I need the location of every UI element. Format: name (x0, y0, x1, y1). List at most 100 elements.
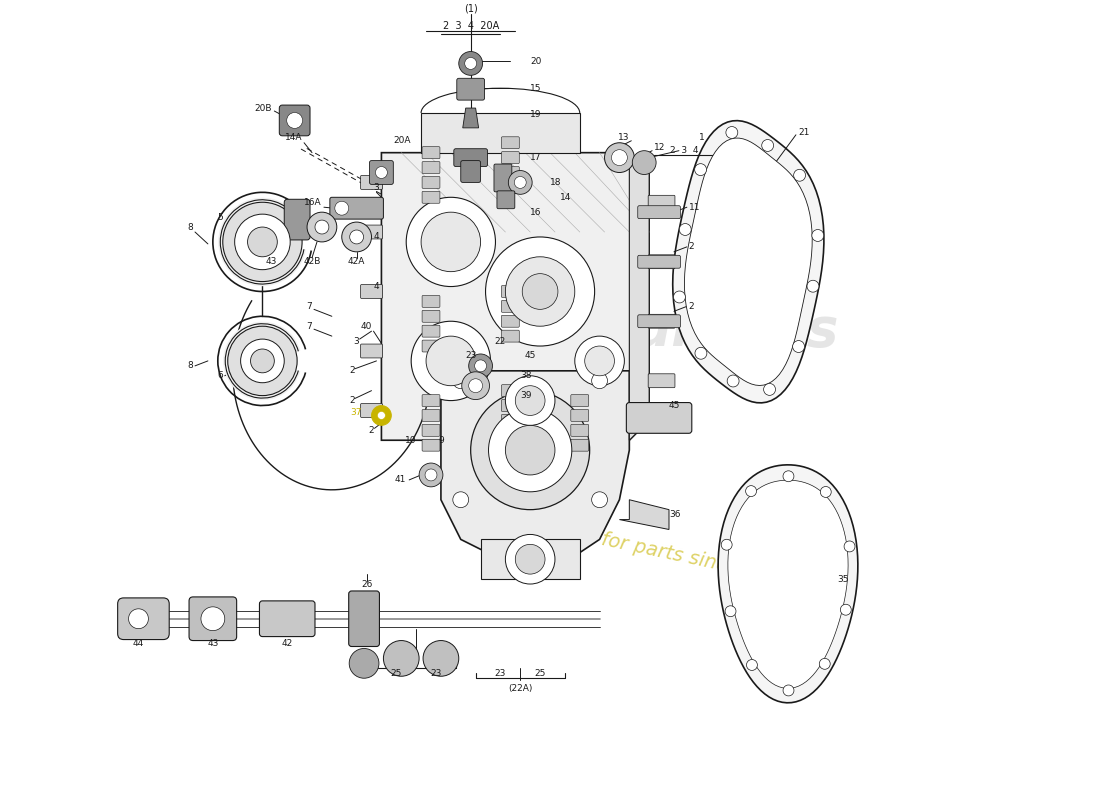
Text: 3: 3 (354, 337, 360, 346)
Circle shape (508, 170, 532, 194)
FancyBboxPatch shape (422, 340, 440, 352)
Text: 9: 9 (438, 436, 443, 445)
Circle shape (248, 227, 277, 257)
Polygon shape (718, 465, 858, 702)
Circle shape (384, 641, 419, 676)
Circle shape (515, 544, 544, 574)
Circle shape (223, 202, 302, 282)
Circle shape (505, 534, 556, 584)
Circle shape (812, 230, 824, 242)
FancyBboxPatch shape (279, 105, 310, 136)
FancyBboxPatch shape (422, 177, 440, 188)
Circle shape (453, 492, 469, 508)
Circle shape (426, 336, 475, 386)
Text: 7: 7 (306, 302, 312, 311)
Circle shape (722, 539, 733, 550)
FancyBboxPatch shape (502, 385, 519, 397)
FancyBboxPatch shape (571, 394, 588, 406)
FancyBboxPatch shape (502, 166, 519, 178)
Circle shape (334, 202, 349, 215)
Text: 6: 6 (217, 371, 223, 380)
FancyBboxPatch shape (422, 310, 440, 322)
Circle shape (726, 126, 738, 138)
Polygon shape (629, 153, 649, 440)
Circle shape (605, 142, 635, 173)
Circle shape (515, 177, 526, 188)
Circle shape (459, 51, 483, 75)
FancyBboxPatch shape (571, 424, 588, 436)
Circle shape (844, 541, 855, 552)
Circle shape (474, 360, 486, 372)
Text: 23: 23 (430, 669, 442, 678)
Text: 2  3  4  20A: 2 3 4 20A (442, 21, 498, 30)
Circle shape (727, 375, 739, 387)
FancyBboxPatch shape (284, 199, 310, 240)
Circle shape (485, 237, 595, 346)
Circle shape (425, 469, 437, 481)
FancyBboxPatch shape (422, 295, 440, 307)
Circle shape (575, 336, 625, 386)
Polygon shape (382, 153, 649, 440)
FancyBboxPatch shape (349, 591, 379, 646)
Circle shape (462, 372, 490, 399)
FancyBboxPatch shape (648, 314, 675, 328)
Polygon shape (421, 113, 580, 153)
FancyBboxPatch shape (422, 146, 440, 158)
Text: 4: 4 (374, 282, 379, 291)
FancyBboxPatch shape (422, 162, 440, 174)
Circle shape (680, 223, 691, 235)
Text: 37: 37 (350, 408, 362, 417)
Circle shape (632, 150, 656, 174)
Circle shape (725, 606, 736, 617)
Text: 2: 2 (689, 302, 694, 311)
FancyBboxPatch shape (502, 330, 519, 342)
Circle shape (411, 322, 491, 401)
Circle shape (453, 373, 469, 389)
Text: 2: 2 (689, 242, 694, 251)
Text: 16: 16 (530, 208, 541, 217)
FancyBboxPatch shape (118, 598, 169, 639)
FancyBboxPatch shape (189, 597, 236, 641)
Circle shape (783, 685, 794, 696)
FancyBboxPatch shape (502, 182, 519, 194)
Circle shape (746, 486, 757, 497)
Circle shape (251, 349, 274, 373)
Text: 18: 18 (550, 178, 561, 187)
FancyBboxPatch shape (361, 344, 383, 358)
FancyBboxPatch shape (648, 374, 675, 388)
Circle shape (783, 471, 794, 482)
Text: 13: 13 (618, 134, 629, 142)
Text: 2: 2 (349, 396, 354, 405)
Circle shape (372, 406, 392, 426)
Text: (1): (1) (464, 4, 477, 14)
Text: 17: 17 (530, 153, 541, 162)
Text: 12: 12 (654, 143, 666, 152)
Text: 25: 25 (535, 669, 546, 678)
FancyBboxPatch shape (422, 439, 440, 451)
Circle shape (747, 659, 758, 670)
FancyBboxPatch shape (502, 414, 519, 426)
Text: 43: 43 (207, 639, 219, 648)
Circle shape (505, 426, 556, 475)
Text: 42A: 42A (348, 258, 365, 266)
Circle shape (342, 222, 372, 252)
FancyBboxPatch shape (502, 430, 519, 442)
Circle shape (612, 150, 627, 166)
FancyBboxPatch shape (361, 403, 383, 418)
Polygon shape (441, 371, 629, 559)
Text: 8: 8 (187, 362, 192, 370)
Text: 2: 2 (368, 426, 374, 435)
Circle shape (287, 113, 303, 128)
Circle shape (201, 607, 224, 630)
Circle shape (673, 291, 685, 303)
Polygon shape (728, 480, 848, 688)
FancyBboxPatch shape (260, 601, 315, 637)
FancyBboxPatch shape (502, 399, 519, 411)
Circle shape (505, 376, 556, 426)
Text: 26: 26 (361, 579, 372, 589)
Text: 25: 25 (390, 669, 402, 678)
FancyBboxPatch shape (648, 255, 675, 269)
Text: 22: 22 (495, 337, 506, 346)
Text: 2  3  4: 2 3 4 (670, 146, 698, 155)
Text: europes: europes (598, 305, 839, 357)
